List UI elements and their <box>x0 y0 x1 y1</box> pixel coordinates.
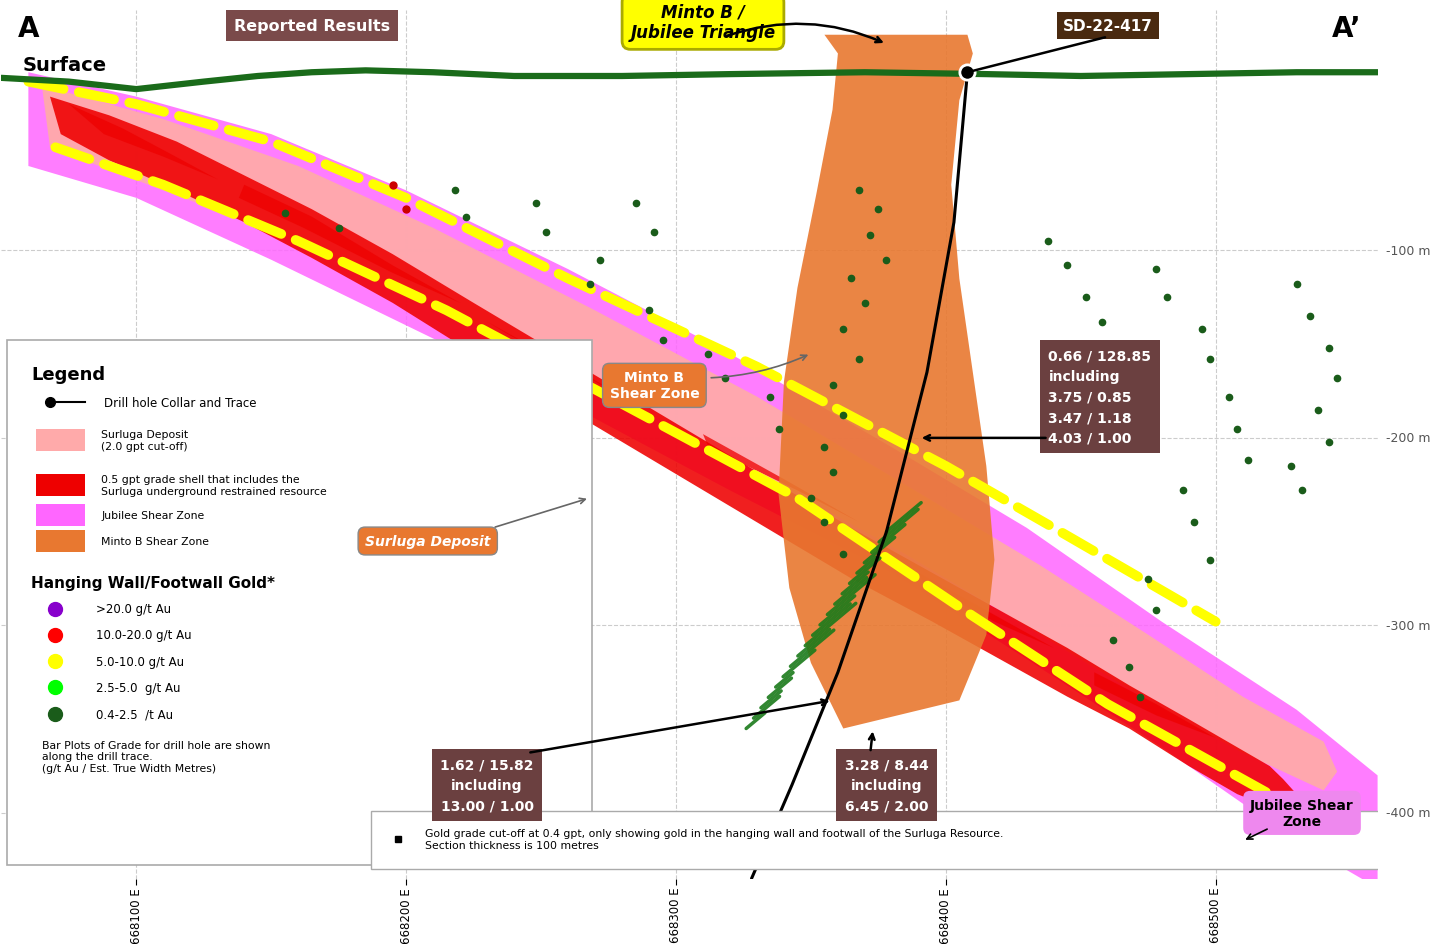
Text: Reported Results: Reported Results <box>233 19 390 34</box>
Text: Drill hole Collar and Trace: Drill hole Collar and Trace <box>104 396 256 410</box>
Polygon shape <box>488 322 635 405</box>
Text: 3.28 / 8.44
including
6.45 / 2.00: 3.28 / 8.44 including 6.45 / 2.00 <box>845 757 928 813</box>
Polygon shape <box>239 186 460 304</box>
Polygon shape <box>704 434 859 523</box>
Text: Jubilee Shear
Zone: Jubilee Shear Zone <box>1250 798 1354 828</box>
Text: Minto B Shear Zone: Minto B Shear Zone <box>102 536 209 547</box>
Text: Legend: Legend <box>31 365 106 383</box>
FancyBboxPatch shape <box>37 474 84 497</box>
Text: SD-22-417: SD-22-417 <box>1062 19 1153 34</box>
Text: 10.0-20.0 g/t Au: 10.0-20.0 g/t Au <box>96 629 192 642</box>
Text: -200 m: -200 m <box>1386 432 1430 445</box>
Text: -100 m: -100 m <box>1386 244 1430 258</box>
Text: Surluga Deposit
(2.0 gpt cut-off): Surluga Deposit (2.0 gpt cut-off) <box>102 430 189 451</box>
Text: 0.4-2.5  /t Au: 0.4-2.5 /t Au <box>96 707 173 720</box>
Text: 2.5-5.0  g/t Au: 2.5-5.0 g/t Au <box>96 681 180 694</box>
Polygon shape <box>919 573 1054 649</box>
Polygon shape <box>1094 672 1216 738</box>
Text: >20.0 g/t Au: >20.0 g/t Au <box>96 602 172 615</box>
FancyBboxPatch shape <box>7 341 592 866</box>
Text: Surface: Surface <box>23 57 107 76</box>
Text: -400 m: -400 m <box>1386 806 1430 819</box>
Text: Minto B
Shear Zone: Minto B Shear Zone <box>609 371 699 401</box>
Text: Bar Plots of Grade for drill hole are shown
along the drill trace.
(g/t Au / Est: Bar Plots of Grade for drill hole are sh… <box>41 740 270 773</box>
Polygon shape <box>29 73 1377 888</box>
Text: 1.62 / 15.82
including
13.00 / 1.00: 1.62 / 15.82 including 13.00 / 1.00 <box>440 757 533 813</box>
Text: 5.0-10.0 g/t Au: 5.0-10.0 g/t Au <box>96 655 184 667</box>
FancyBboxPatch shape <box>37 430 84 451</box>
Polygon shape <box>778 36 994 729</box>
Text: Hanging Wall/Footwall Gold*: Hanging Wall/Footwall Gold* <box>31 575 275 590</box>
FancyBboxPatch shape <box>37 531 84 552</box>
Polygon shape <box>50 97 1297 809</box>
Text: Gold grade cut-off at 0.4 gpt, only showing gold in the hanging wall and footwal: Gold grade cut-off at 0.4 gpt, only show… <box>425 829 1004 850</box>
Polygon shape <box>69 105 217 180</box>
Text: 0.66 / 128.85
including
3.75 / 0.85
3.47 / 1.18
4.03 / 1.00: 0.66 / 128.85 including 3.75 / 0.85 3.47… <box>1048 349 1151 446</box>
Text: Minto B /
Jubilee Triangle: Minto B / Jubilee Triangle <box>631 3 775 42</box>
FancyBboxPatch shape <box>370 811 1380 869</box>
Text: -300 m: -300 m <box>1386 619 1430 632</box>
Text: Surluga Deposit: Surluga Deposit <box>365 534 490 548</box>
FancyBboxPatch shape <box>37 504 84 527</box>
Text: Jubilee Shear Zone: Jubilee Shear Zone <box>102 510 204 520</box>
Text: A: A <box>17 15 39 43</box>
Text: 0.5 gpt grade shell that includes the
Surluga underground restrained resource: 0.5 gpt grade shell that includes the Su… <box>102 475 327 496</box>
Polygon shape <box>41 86 1337 790</box>
Text: A’: A’ <box>1331 15 1361 43</box>
